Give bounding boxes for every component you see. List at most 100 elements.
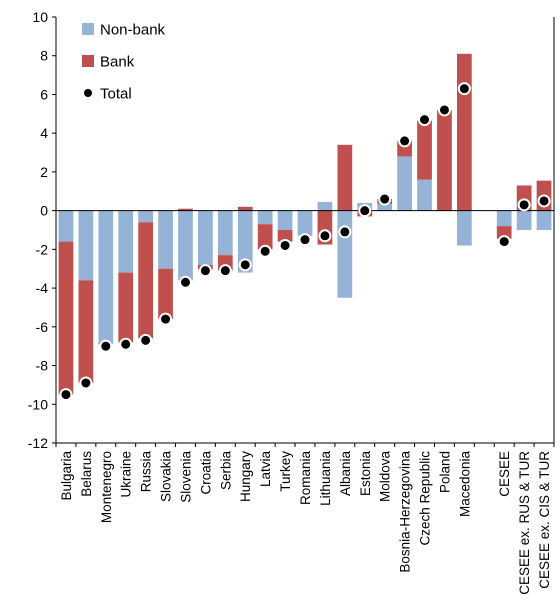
x-tick-label: Lithuania bbox=[318, 451, 333, 506]
x-tick-labels: Bulgaria Belarus Montenegro Ukraine Russia Sl… bbox=[59, 451, 552, 595]
bar-non-bank-18 bbox=[417, 179, 432, 211]
x-tick-label: Latvia bbox=[258, 451, 273, 488]
bar-non-bank-10 bbox=[257, 210, 273, 225]
y-tick-label: -6 bbox=[36, 319, 49, 335]
total-marker bbox=[99, 339, 113, 353]
bar-non-bank-4 bbox=[138, 210, 154, 223]
total-marker bbox=[139, 333, 153, 347]
total-marker bbox=[59, 388, 73, 402]
bar-bank-22 bbox=[496, 226, 512, 239]
bar-non-bank-12 bbox=[297, 210, 313, 236]
bar-non-bank-16 bbox=[377, 203, 393, 211]
x-tick-label: Macedonia bbox=[457, 451, 472, 518]
bar-non-bank-22 bbox=[496, 210, 512, 227]
bar-bank-3 bbox=[118, 272, 134, 343]
total-marker bbox=[218, 264, 232, 278]
x-tick-label: Slovakia bbox=[159, 451, 174, 503]
bar-bank-19 bbox=[437, 109, 452, 211]
total-marker bbox=[238, 258, 252, 272]
x-tick-label: Bosnia-Herzegovina bbox=[398, 451, 413, 573]
x-tick-label: Belarus bbox=[79, 451, 94, 497]
bar-non-bank-7 bbox=[198, 210, 213, 265]
bar-bank-0 bbox=[58, 241, 74, 395]
x-tick-label: Estonia bbox=[358, 451, 373, 497]
bar-non-bank-11 bbox=[277, 210, 293, 230]
x-tick-label: Slovenia bbox=[178, 451, 193, 503]
bar-non-bank-20 bbox=[456, 210, 472, 246]
x-tick-label: Serbia bbox=[218, 451, 233, 491]
legend-swatch-non-bank bbox=[82, 23, 94, 35]
total-marker bbox=[119, 337, 133, 351]
bar-non-bank-3 bbox=[118, 210, 134, 273]
total-marker bbox=[378, 192, 392, 206]
total-marker bbox=[517, 198, 531, 212]
x-tick-label: CESEE ex. RUS & TUR bbox=[517, 451, 532, 595]
legend-label: Bank bbox=[100, 54, 135, 71]
x-tick-label: CESEE ex. CIS & TUR bbox=[537, 451, 552, 589]
y-tick-label: -12 bbox=[28, 435, 48, 451]
y-tick-label: -2 bbox=[36, 241, 49, 257]
x-tick-label: Ukraine bbox=[119, 451, 134, 498]
x-tick-label: Albania bbox=[338, 451, 353, 497]
total-marker bbox=[457, 82, 471, 96]
legend-swatch-total bbox=[84, 89, 92, 97]
total-marker bbox=[159, 312, 173, 326]
x-tick-label: Moldova bbox=[378, 451, 393, 503]
total-marker bbox=[437, 103, 451, 117]
bar-bank-5 bbox=[158, 268, 173, 320]
x-tick-label: Romania bbox=[298, 451, 313, 506]
bar-non-bank-6 bbox=[178, 210, 193, 281]
total-marker bbox=[258, 244, 272, 258]
bar-bank-14 bbox=[337, 144, 353, 211]
y-tick-label: 4 bbox=[40, 125, 48, 141]
total-marker bbox=[338, 225, 352, 239]
bar-non-bank-5 bbox=[158, 210, 173, 269]
y-tick-label: 8 bbox=[40, 48, 48, 64]
bar-non-bank-23 bbox=[516, 210, 532, 230]
x-tick-label: Montenegro bbox=[99, 451, 114, 523]
total-marker bbox=[178, 275, 192, 289]
y-tick-label: -8 bbox=[36, 358, 49, 374]
legend-swatch-bank bbox=[82, 55, 94, 67]
bar-bank-1 bbox=[78, 280, 94, 383]
y-tick-label: 6 bbox=[40, 86, 48, 102]
total-marker bbox=[298, 233, 312, 247]
total-marker bbox=[198, 264, 212, 278]
total-marker bbox=[318, 229, 332, 243]
bar-non-bank-14 bbox=[337, 210, 353, 298]
x-tick-label: CESEE bbox=[497, 451, 512, 497]
total-marker bbox=[398, 134, 412, 148]
legend: Non-bank Bank Total bbox=[82, 22, 166, 103]
y-tick-labels: 10 8 6 4 2 0 -2 -4 -6 -8 -10 -12 bbox=[28, 9, 48, 451]
total-marker bbox=[497, 235, 511, 249]
bar-bank-10 bbox=[257, 224, 273, 250]
bar-non-bank-1 bbox=[78, 210, 94, 281]
y-tick-label: 2 bbox=[40, 164, 48, 180]
x-tick-label: Poland bbox=[437, 451, 452, 493]
total-marker bbox=[278, 238, 292, 252]
x-tick-label: Bulgaria bbox=[59, 451, 74, 501]
y-tick-label: -10 bbox=[28, 396, 48, 412]
bar-bank-11 bbox=[277, 230, 293, 242]
bar-non-bank-0 bbox=[58, 210, 74, 242]
total-markers bbox=[59, 82, 551, 402]
bar-bank-4 bbox=[138, 222, 154, 339]
bar-group bbox=[58, 53, 552, 395]
y-tick-label: 10 bbox=[32, 9, 48, 25]
total-marker bbox=[79, 376, 93, 390]
bar-non-bank-8 bbox=[217, 210, 233, 256]
total-marker bbox=[358, 204, 372, 218]
y-tick-label: -4 bbox=[36, 280, 49, 296]
legend-label: Non-bank bbox=[100, 22, 166, 39]
x-tick-label: Hungary bbox=[238, 451, 253, 502]
x-tick-label: Czech Republic bbox=[418, 451, 433, 546]
bar-bank-9 bbox=[237, 206, 253, 211]
axes bbox=[52, 16, 555, 447]
total-marker bbox=[418, 113, 432, 127]
bar-non-bank-13 bbox=[317, 201, 333, 211]
legend-label: Total bbox=[100, 86, 132, 103]
bar-bank-18 bbox=[417, 120, 432, 180]
total-marker bbox=[537, 194, 551, 208]
bar-bank-20 bbox=[456, 53, 472, 211]
x-tick-label: Turkey bbox=[278, 451, 293, 492]
